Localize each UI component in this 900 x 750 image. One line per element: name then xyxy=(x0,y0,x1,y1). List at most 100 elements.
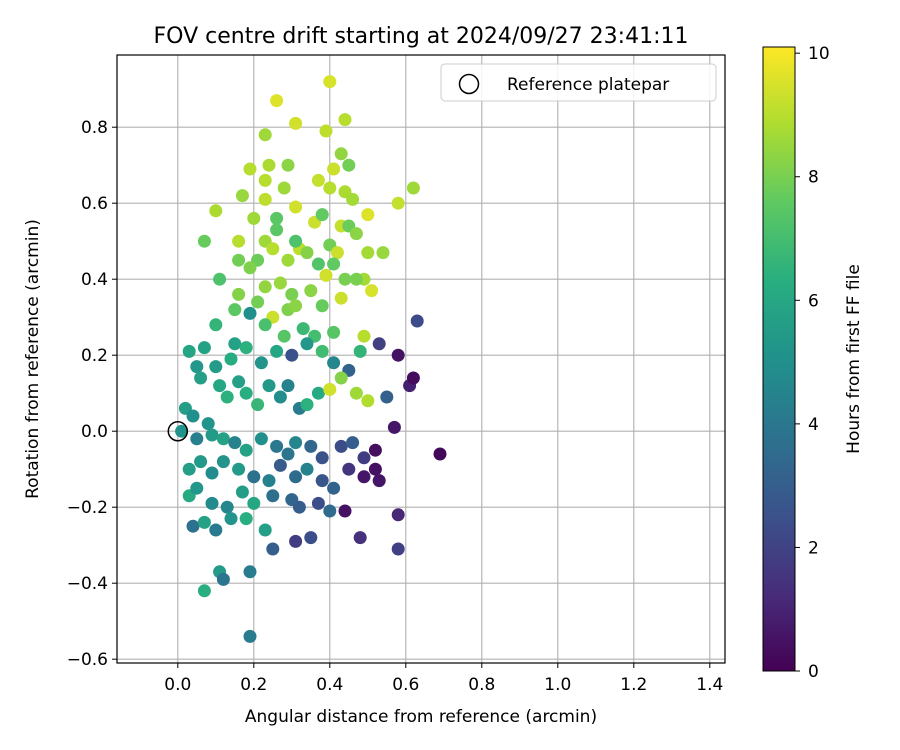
data-point xyxy=(216,572,230,586)
data-point xyxy=(224,352,238,366)
data-point xyxy=(235,485,249,499)
x-axis-label: Angular distance from reference (arcmin) xyxy=(245,707,597,727)
data-point xyxy=(186,519,200,533)
x-tick-label: 0.2 xyxy=(240,675,267,695)
data-point xyxy=(346,436,360,450)
data-point xyxy=(327,257,341,271)
data-point xyxy=(349,386,363,400)
data-point xyxy=(289,116,303,130)
data-point xyxy=(342,158,356,172)
data-point xyxy=(262,158,276,172)
reference-platepar-marker xyxy=(167,420,189,442)
data-point xyxy=(209,204,223,218)
legend-label: Reference platepar xyxy=(507,75,669,95)
data-point xyxy=(349,227,363,241)
data-point xyxy=(243,162,257,176)
data-point xyxy=(387,420,401,434)
data-point xyxy=(239,341,253,355)
data-point xyxy=(391,542,405,556)
data-point xyxy=(243,261,257,275)
y-tick-label: 0.0 xyxy=(81,422,108,442)
data-point xyxy=(197,584,211,598)
data-point xyxy=(311,496,325,510)
data-point xyxy=(300,398,314,412)
y-axis-label: Rotation from reference (arcmin) xyxy=(23,219,43,499)
data-point xyxy=(376,246,390,260)
data-point xyxy=(300,462,314,476)
data-point xyxy=(247,496,261,510)
colorbar-tick-label: 8 xyxy=(808,168,819,188)
data-point xyxy=(300,246,314,260)
data-point xyxy=(251,295,265,309)
data-point xyxy=(262,379,276,393)
data-point xyxy=(243,565,257,579)
legend-reference-marker xyxy=(458,73,480,95)
data-point xyxy=(327,481,341,495)
data-point xyxy=(357,470,371,484)
data-point xyxy=(270,211,284,225)
data-point xyxy=(289,299,303,313)
data-point xyxy=(201,417,215,431)
data-point xyxy=(281,158,295,172)
data-point xyxy=(273,276,287,290)
legend: Reference platepar xyxy=(440,63,717,102)
data-point xyxy=(323,181,337,195)
colorbar: 0 2 4 6 8 10 Hours from first FF file xyxy=(762,44,864,682)
data-point xyxy=(323,75,337,89)
data-point xyxy=(357,451,371,465)
data-point xyxy=(247,211,261,225)
data-point xyxy=(190,360,204,374)
data-point xyxy=(277,181,291,195)
data-point xyxy=(266,542,280,556)
colorbar-label: Hours from first FF file xyxy=(844,264,864,454)
data-point xyxy=(254,432,268,446)
data-point xyxy=(346,192,360,206)
data-point xyxy=(289,234,303,248)
data-point xyxy=(239,443,253,457)
data-point xyxy=(304,531,318,545)
data-point xyxy=(406,181,420,195)
chart-title: FOV centre drift starting at 2024/09/27 … xyxy=(154,24,689,49)
colorbar-gradient xyxy=(762,46,796,672)
data-point xyxy=(315,451,329,465)
y-tick-label: −0.6 xyxy=(67,650,108,670)
y-tick-label: −0.4 xyxy=(67,574,108,594)
data-point xyxy=(327,356,341,370)
data-point xyxy=(319,124,333,138)
data-point xyxy=(197,341,211,355)
data-point xyxy=(232,253,246,267)
data-point xyxy=(330,246,344,260)
data-point xyxy=(182,344,196,358)
data-point xyxy=(258,280,272,294)
data-point xyxy=(213,379,227,393)
data-point xyxy=(323,504,337,518)
x-tick-label: 0.6 xyxy=(392,675,419,695)
data-point xyxy=(380,390,394,404)
y-tick-label: 0.4 xyxy=(81,270,108,290)
data-point xyxy=(300,337,314,351)
colorbar-tick-label: 10 xyxy=(808,44,830,64)
data-point xyxy=(270,439,284,453)
data-point xyxy=(205,496,219,510)
data-points xyxy=(175,75,447,643)
x-tick-label: 0.4 xyxy=(316,675,343,695)
data-point xyxy=(410,314,424,328)
data-point xyxy=(270,223,284,237)
legend-box xyxy=(440,63,717,102)
data-point xyxy=(327,162,341,176)
data-point xyxy=(281,253,295,267)
data-point xyxy=(209,318,223,332)
data-point xyxy=(361,208,375,222)
data-point xyxy=(281,379,295,393)
data-point xyxy=(368,443,382,457)
data-point xyxy=(353,531,367,545)
data-point xyxy=(296,322,310,336)
data-point xyxy=(190,481,204,495)
data-point xyxy=(289,436,303,450)
data-point xyxy=(372,337,386,351)
data-point xyxy=(361,394,375,408)
data-point xyxy=(205,428,219,442)
data-point xyxy=(342,462,356,476)
data-point xyxy=(258,173,272,187)
data-point xyxy=(239,386,253,400)
